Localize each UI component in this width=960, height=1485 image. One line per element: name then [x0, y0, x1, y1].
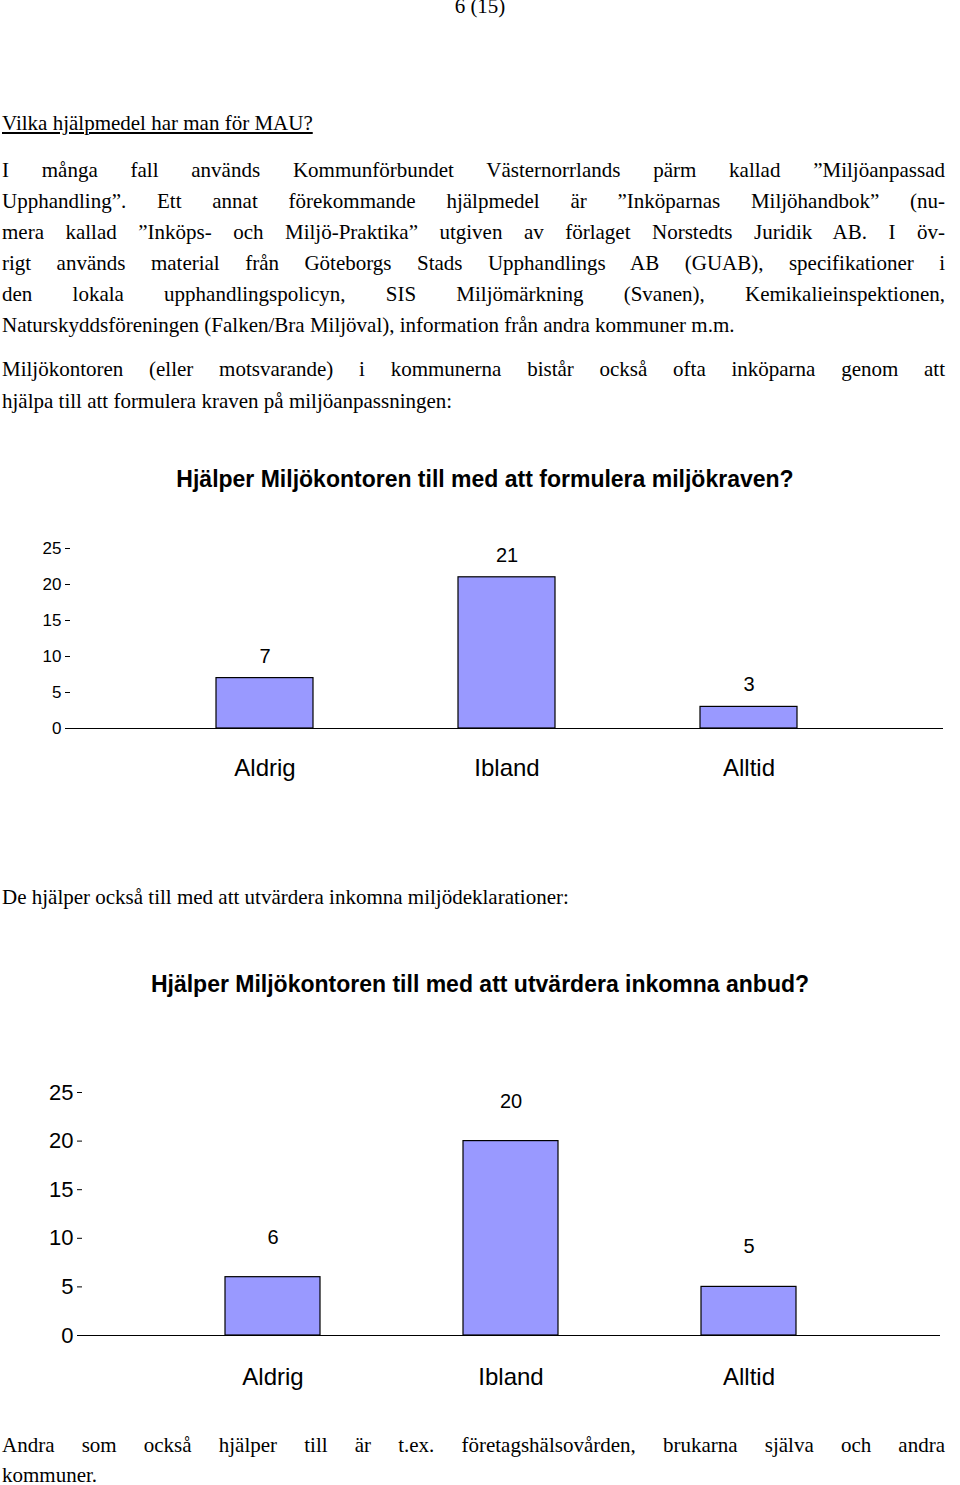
html-text:Andra som också hjälper till ä: Andra som också hjälper till är t.ex. fö… — [2, 1433, 945, 1457]
svg-text:25: 25 — [49, 1080, 73, 1105]
html-text:Vilka hjälpmedel har man för M: Vilka hjälpmedel har man för MAU? — [2, 111, 313, 135]
svg-text:7: 7 — [259, 645, 270, 667]
html-text:Upphandling”. Ett annat föreko: Upphandling”. Ett annat förekommande hjä… — [2, 189, 945, 213]
svg-text:5: 5 — [743, 1235, 754, 1257]
svg-text:20: 20 — [49, 1128, 73, 1153]
svg-text:Alltid: Alltid — [723, 754, 775, 781]
html-text:Miljökontoren (eller motsvaran: Miljökontoren (eller motsvarande) i komm… — [2, 357, 945, 381]
svg-text:Ibland: Ibland — [474, 754, 539, 781]
svg-text:21: 21 — [496, 544, 518, 566]
svg-text:6: 6 — [267, 1226, 278, 1248]
html-text:rigt används material från Göt: rigt används material från Göteborgs Sta… — [2, 251, 945, 275]
svg-text:Aldrig: Aldrig — [234, 754, 295, 781]
html-text:mera kallad ”Inköps- och Miljö: mera kallad ”Inköps- och Miljö-Praktika”… — [2, 220, 945, 244]
svg-text:0: 0 — [52, 719, 61, 738]
svg-text:10: 10 — [43, 647, 62, 666]
svg-text:0: 0 — [61, 1323, 73, 1348]
svg-text:10: 10 — [49, 1225, 73, 1250]
svg-text:5: 5 — [61, 1274, 73, 1299]
html-text:De hjälper också till med att: De hjälper också till med att utvärdera … — [2, 885, 569, 909]
html-text:hjälpa till att formulera krav: hjälpa till att formulera kraven på milj… — [2, 389, 453, 413]
html-text:den lokala upphandlingspolicyn: den lokala upphandlingspolicyn, SIS Milj… — [2, 282, 945, 306]
svg-text:20: 20 — [43, 575, 62, 594]
svg-text:15: 15 — [49, 1177, 73, 1202]
svg-text:20: 20 — [500, 1090, 522, 1112]
svg-text:Alltid: Alltid — [723, 1363, 775, 1390]
html-text:Hjälper Miljökontoren till med: Hjälper Miljökontoren till med att utvär… — [150, 971, 810, 997]
html-text:Hjälper Miljökontoren till med: Hjälper Miljökontoren till med att formu… — [176, 466, 794, 492]
svg-text:3: 3 — [743, 673, 754, 695]
html-text:I många fall används Kommunför: I många fall används Kommunförbundet Väs… — [2, 158, 945, 182]
html-text:Naturskyddsföreningen (Falken/: Naturskyddsföreningen (Falken/Bra Miljöv… — [2, 313, 735, 337]
svg-text:25: 25 — [43, 539, 62, 558]
svg-text:Ibland: Ibland — [478, 1363, 543, 1390]
svg-text:15: 15 — [43, 611, 62, 630]
svg-text:Aldrig: Aldrig — [242, 1363, 303, 1390]
svg-text:5: 5 — [52, 683, 61, 702]
